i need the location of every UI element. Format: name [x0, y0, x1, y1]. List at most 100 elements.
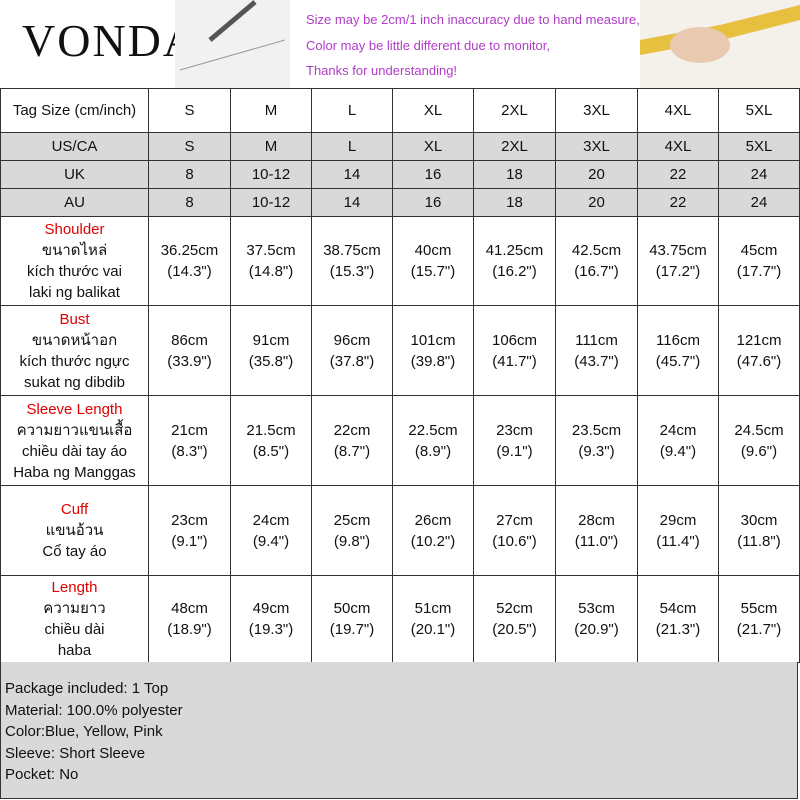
measure-cell: 52cm (20.5") — [473, 575, 556, 663]
inch-value: (16.7") — [574, 263, 619, 280]
measure-cell: 27cm (10.6") — [473, 485, 556, 576]
cm-value: 41.25cm — [485, 242, 544, 259]
inch-value: (33.9") — [167, 352, 212, 370]
row-header: US/CA — [0, 132, 149, 161]
size-header: 3XL — [555, 88, 638, 133]
inch-value: (20.5") — [492, 621, 537, 638]
measure-label: Shoulder — [44, 221, 105, 238]
note: Size may be 2cm/1 inch inaccuracy due to… — [306, 12, 640, 27]
measure-cell: 51cm (20.1") — [392, 575, 474, 663]
translation: Haba ng Manggas — [13, 463, 136, 481]
banner-art — [175, 0, 800, 88]
inch-value: (17.2") — [655, 263, 701, 280]
header-row: Tag Size (cm/inch) S M L XL 2XL 3XL 4XL 5XL — [0, 88, 800, 133]
measure-cell: 106cm (41.7") — [473, 305, 556, 396]
row-header: Shoulder ขนาดไหล่ kích thước vai laki ng ba… — [0, 216, 149, 306]
measure-cell: 53cm (20.9") — [555, 575, 638, 663]
translation: haba — [57, 642, 92, 659]
cm-value: 28cm — [578, 511, 615, 529]
product-info: Package included: 1 Top Material: 100.0% … — [0, 662, 798, 799]
size-cell: 3XL — [555, 132, 638, 161]
measure-cell: 24.5cm (9.6") — [718, 395, 800, 486]
measure-cell: 23.5cm (9.3") — [555, 395, 638, 486]
measure-cell: 101cm (39.8") — [392, 305, 474, 396]
inch-value: (14.8") — [248, 263, 294, 280]
measure-cell: 23cm (9.1") — [148, 485, 231, 576]
info-line: Sleeve: Short Sleeve — [5, 744, 146, 762]
size-cell: 14 — [311, 188, 393, 217]
size-cell: L — [311, 132, 393, 161]
cm-value: 106cm — [491, 331, 538, 349]
size-header: 4XL — [637, 88, 719, 133]
measure-cell: 25cm (9.8") — [311, 485, 393, 576]
inch-value: (11.4") — [656, 532, 700, 550]
inch-value: (21.3") — [655, 621, 701, 638]
inch-value: (17.7") — [736, 263, 782, 280]
measure-label: Sleeve Length — [26, 400, 123, 418]
cm-value: 51cm — [414, 600, 452, 617]
cm-value: 36.25cm — [160, 242, 219, 259]
size-cell: XL — [392, 132, 474, 161]
banner: VONDA Size may be 2cm/1 inch inaccuracy … — [0, 0, 800, 88]
measure-row: Sleeve Length ความยาวแขนเสื้อ chiều dài ta… — [0, 395, 800, 486]
measure-row: Shoulder ขนาดไหล่ kích thước vai laki ng ba… — [0, 216, 800, 306]
cm-value: 38.75cm — [323, 242, 381, 259]
translation: แขนอ้วน — [45, 522, 104, 539]
row-header: Tag Size (cm/inch) — [0, 88, 149, 133]
cm-value: 55cm — [740, 600, 778, 617]
measure-cell: 45cm (17.7") — [718, 216, 800, 306]
measure-row: Bust ขนาดหน้าอก kích thước ngực sukat ng di… — [0, 305, 800, 396]
translation: kích thước vai — [27, 263, 122, 280]
inch-value: (10.6") — [492, 532, 537, 550]
inch-value: (37.8") — [329, 352, 375, 370]
measure-label: Bust — [59, 310, 90, 328]
translation: laki ng balikat — [29, 284, 120, 301]
cm-value: 45cm — [740, 242, 778, 259]
inch-value: (16.2") — [492, 263, 537, 280]
measure-cell: 38.75cm (15.3") — [311, 216, 393, 306]
inch-value: (8.9") — [414, 442, 452, 460]
size-row: AU 8 10-12 14 16 18 20 22 24 — [0, 188, 800, 217]
size-row: UK 8 10-12 14 16 18 20 22 24 — [0, 160, 800, 189]
cm-value: 48cm — [171, 600, 208, 617]
size-cell: 22 — [637, 160, 719, 189]
measure-cell: 26cm (10.2") — [392, 485, 474, 576]
measure-row: Length ความยาว chiều dài haba 48cm (18.9") 49c… — [0, 575, 800, 663]
note: Thanks for understanding! — [306, 63, 458, 78]
translation: chiều dài tay áo — [21, 442, 128, 460]
info-line: Pocket: No — [5, 766, 79, 783]
row-header: UK — [0, 160, 149, 189]
measure-cell: 21.5cm (8.5") — [230, 395, 312, 486]
size-row: US/CA S M L XL 2XL 3XL 4XL 5XL — [0, 132, 800, 161]
size-cell: 14 — [311, 160, 393, 189]
translation: chiều dài — [44, 621, 105, 638]
measure-label: Cuff — [60, 501, 89, 518]
measure-cell: 28cm (11.0") — [555, 485, 638, 576]
inch-value: (15.7") — [410, 263, 456, 280]
row-header: AU — [0, 188, 149, 217]
cm-value: 121cm — [736, 331, 782, 349]
size-cell: 16 — [392, 160, 474, 189]
cm-value: 23.5cm — [571, 421, 622, 439]
measure-row: Cuff แขนอ้วน Cổ tay áo 23cm (9.1") 24cm (9.4")… — [0, 485, 800, 576]
measure-cell: 40cm (15.7") — [392, 216, 474, 306]
measure-cell: 22cm (8.7") — [311, 395, 393, 486]
cm-value: 37.5cm — [246, 242, 296, 259]
row-header: Length ความยาว chiều dài haba — [0, 575, 149, 663]
measure-cell: 55cm (21.7") — [718, 575, 800, 663]
size-cell: 16 — [392, 188, 474, 217]
inch-value: (9.4") — [252, 532, 290, 550]
inch-value: (41.7") — [492, 352, 537, 370]
size-cell: 4XL — [637, 132, 719, 161]
cm-value: 42.5cm — [571, 242, 622, 259]
inch-value: (8.5") — [252, 442, 290, 460]
translation: ความยาว — [43, 600, 106, 617]
measure-cell: 36.25cm (14.3") — [148, 216, 231, 306]
inch-value: (18.9") — [167, 621, 212, 638]
measure-cell: 41.25cm (16.2") — [473, 216, 556, 306]
inch-value: (39.8") — [410, 352, 456, 370]
cm-value: 24cm — [659, 421, 697, 439]
info-line: Package included: 1 Top — [5, 680, 169, 697]
measure-cell: 21cm (8.3") — [148, 395, 231, 486]
cm-value: 91cm — [252, 331, 290, 349]
